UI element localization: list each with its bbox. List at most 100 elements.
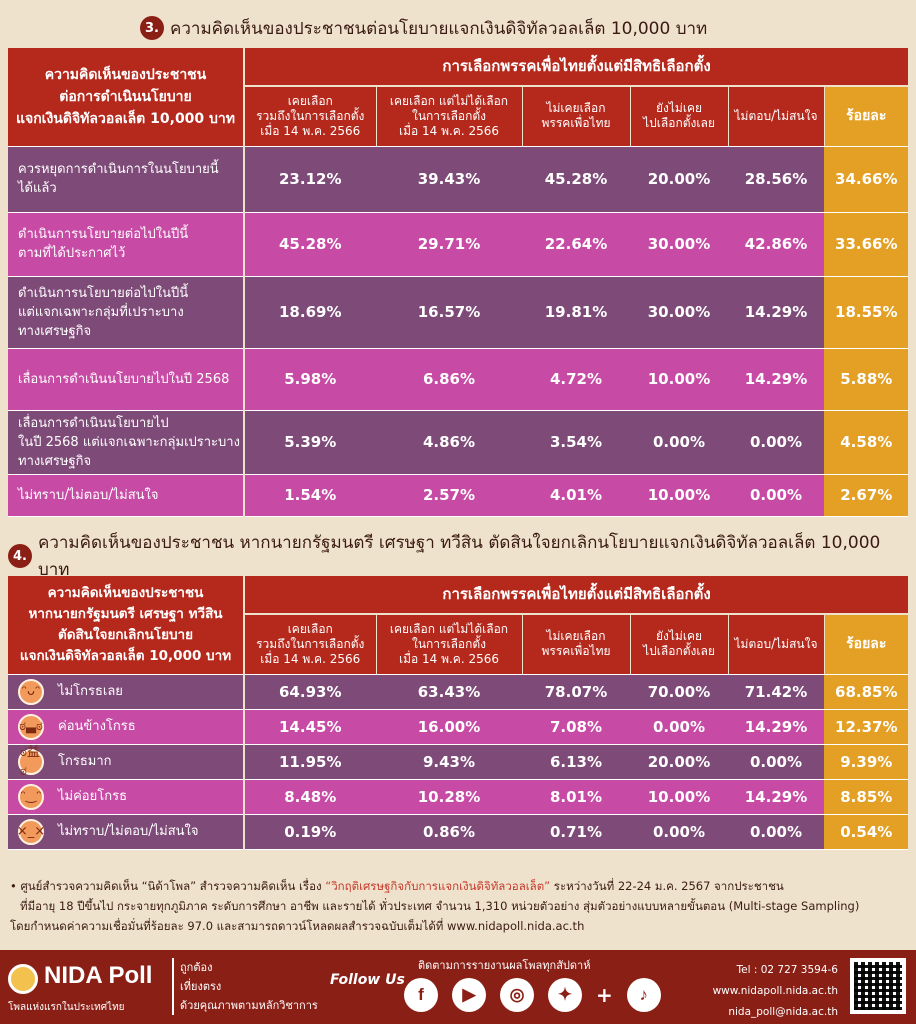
value-cell: 0.00%: [728, 410, 824, 475]
footnote-text: ศูนย์สำรวจความคิดเห็น “นิด้าโพล” สำรวจคว…: [20, 879, 326, 893]
column-header-line: รวมถึงในการเลือกตั้ง: [256, 108, 365, 123]
value-cell: 4.72%: [522, 348, 630, 411]
column-header-line: เมื่อ 14 พ.ค. 2566: [398, 123, 500, 138]
row-label-text: ค่อนข้างโกรธ: [58, 719, 136, 734]
column-header: ยังไม่เคย ไปเลือกตั้งเลย: [630, 614, 729, 675]
percent-cell: 12.37%: [824, 709, 909, 745]
footnote: • ศูนย์สำรวจความคิดเห็น “นิด้าโพล” สำรวจ…: [10, 876, 906, 936]
column-header-line: เคยเลือก: [287, 621, 333, 636]
column-header: ไม่เคยเลือก พรรคเพื่อไทย: [522, 86, 631, 147]
value-cell: 78.07%: [522, 674, 630, 710]
value-cell: 2.57%: [376, 474, 522, 517]
instagram-icon[interactable]: ◎: [500, 978, 534, 1012]
left-header-line: แจกเงินดิจิทัลวอลเล็ต 10,000 บาท: [15, 110, 236, 127]
value-cell: 30.00%: [630, 212, 728, 277]
value-cell: 10.28%: [376, 779, 522, 815]
section3-title: ความคิดเห็นของประชาชนต่อนโยบายแจกเงินดิจ…: [170, 18, 708, 39]
angry-fire-face-icon: ಠ益ಠ: [18, 745, 44, 779]
slogan-line: ถูกต้อง: [180, 961, 213, 974]
percent-column-header: ร้อยละ: [824, 614, 909, 675]
footnote-line-3: โดยกำหนดค่าความเชื่อมั่นที่ร้อยละ 97.0 แ…: [10, 919, 585, 933]
twitter-icon[interactable]: ✦: [548, 978, 582, 1012]
plus-sign: +: [596, 983, 613, 1007]
value-cell: 30.00%: [630, 276, 728, 349]
row-label-content: ಠ▃ಠ ค่อนข้างโกรธ: [18, 713, 243, 740]
slogan: ถูกต้อง เที่ยงตรง ด้วยคุณภาพตามหลักวิชาก…: [172, 958, 318, 1015]
column-header-line: ไม่เคยเลือก: [546, 101, 606, 116]
table-row: ಠ▃ಠ ค่อนข้างโกรธ 14.45% 16.00% 7.08% 0.00% 14.…: [8, 709, 909, 745]
column-header-line: ไม่เคยเลือก: [546, 629, 606, 644]
qr-code[interactable]: [850, 958, 906, 1014]
column-header-line: ไม่ตอบ/ไม่สนใจ: [734, 636, 818, 651]
phone-number[interactable]: Tel : 02 727 3594-6: [736, 964, 839, 976]
left-header-line: ต่อการดำเนินนโยบาย: [59, 88, 192, 105]
tiktok-icon[interactable]: ♪: [626, 978, 661, 1012]
left-header-line: หากนายกรัฐมนตรี เศรษฐา ทวีสิน: [28, 605, 223, 622]
column-header: เคยเลือก แต่ไม่ได้เลือก ในการเลือกตั้ง เมื…: [376, 86, 523, 147]
section4-title-bar: 4. ความคิดเห็นของประชาชน หากนายกรัฐมนตรี…: [0, 533, 916, 580]
row-label-text: ไม่ค่อยโกรธ: [58, 789, 127, 804]
value-cell: 45.28%: [244, 212, 376, 277]
youtube-icon[interactable]: ▶: [452, 978, 486, 1012]
value-cell: 0.00%: [728, 474, 824, 517]
table-row: ᵔ‿ᵔ ไม่ค่อยโกรธ 8.48% 10.28% 8.01% 10.00% 14.2…: [8, 779, 909, 815]
value-cell: 20.00%: [630, 146, 728, 213]
percent-cell: 68.85%: [824, 674, 909, 710]
footnote-line-1: • ศูนย์สำรวจความคิดเห็น “นิด้าโพล” สำรวจ…: [10, 876, 906, 896]
value-cell: 10.00%: [630, 348, 728, 411]
row-label-content: ᵔ‿ᵔ ไม่ค่อยโกรธ: [18, 783, 243, 810]
follow-heading: ติดตามการรายงานผลโพลทุกสัปดาห์: [418, 959, 591, 972]
section3-group-header: การเลือกพรรคเพื่อไทยตั้งแต่มีสิทธิเลือกต…: [244, 48, 909, 87]
row-label-text: ไม่ทราบ/ไม่ตอบ/ไม่สนใจ: [58, 824, 199, 839]
column-header-line: ยังไม่เคย: [656, 629, 702, 644]
email-link[interactable]: nida_poll@nida.ac.th: [728, 1006, 838, 1018]
value-cell: 70.00%: [630, 674, 728, 710]
nida-poll-logo[interactable]: NIDA Poll โพลแห่งแรกในประเทศไทย: [6, 960, 156, 1016]
value-cell: 23.12%: [244, 146, 376, 213]
row-label: ಠ益ಠ โกรธมาก: [8, 744, 245, 780]
value-cell: 20.00%: [630, 744, 728, 780]
value-cell: 14.29%: [728, 276, 824, 349]
percent-cell: 5.88%: [824, 348, 909, 411]
footnote-bullet: •: [10, 879, 17, 893]
value-cell: 16.00%: [376, 709, 522, 745]
value-cell: 0.86%: [376, 814, 522, 850]
value-cell: 8.01%: [522, 779, 630, 815]
percent-cell: 33.66%: [824, 212, 909, 277]
column-header-line: เมื่อ 14 พ.ค. 2566: [398, 651, 500, 666]
value-cell: 10.00%: [630, 474, 728, 517]
value-cell: 5.98%: [244, 348, 376, 411]
column-header: ไม่ตอบ/ไม่สนใจ: [728, 86, 825, 147]
row-label: ಠ▃ಠ ค่อนข้างโกรธ: [8, 709, 245, 745]
section4-left-header: ความคิดเห็นของประชาชน หากนายกรัฐมนตรี เศ…: [8, 576, 245, 675]
row-label-line: เลื่อนการดำเนินนโยบายไปในปี 2568: [18, 371, 230, 387]
table-row: เลื่อนการดำเนินนโยบายไป ในปี 2568 แต่แจกเ…: [8, 410, 909, 475]
value-cell: 6.86%: [376, 348, 522, 411]
value-cell: 7.08%: [522, 709, 630, 745]
row-label-content: ಠ益ಠ โกรธมาก: [18, 745, 243, 779]
column-header: เคยเลือก รวมถึงในการเลือกตั้ง เมื่อ 14 พ.ค…: [244, 86, 377, 147]
row-label-content: ᵔᴗᵔ ไม่โกรธเลย: [18, 678, 243, 705]
row-label-text: โกรธมาก: [58, 754, 112, 769]
row-label-line: ทางเศรษฐกิจ: [18, 453, 92, 469]
website-link[interactable]: www.nidapoll.nida.ac.th: [712, 985, 838, 997]
value-cell: 28.56%: [728, 146, 824, 213]
row-label: ดำเนินการนโยบายต่อไปในปีนี้ ตามที่ได้ประก…: [8, 212, 245, 277]
column-header: ไม่เคยเลือก พรรคเพื่อไทย: [522, 614, 631, 675]
section4-title: ความคิดเห็นของประชาชน หากนายกรัฐมนตรี เศ…: [37, 533, 881, 580]
row-label: ᵔᴗᵔ ไม่โกรธเลย: [8, 674, 245, 710]
row-label: ᵔ‿ᵔ ไม่ค่อยโกรธ: [8, 779, 245, 815]
column-header-line: เคยเลือก แต่ไม่ได้เลือก: [389, 621, 509, 636]
column-header-line: เมื่อ 14 พ.ค. 2566: [260, 123, 361, 138]
table-row: เลื่อนการดำเนินนโยบายไปในปี 2568 5.98% 6.8…: [8, 348, 909, 411]
value-cell: 0.00%: [728, 814, 824, 850]
section3-table: ความคิดเห็นของประชาชน ต่อการดำเนินนโยบาย…: [8, 48, 909, 517]
logo-text: NIDA Poll: [44, 962, 153, 989]
row-label-line: ทางเศรษฐกิจ: [18, 323, 92, 339]
column-header-line: ยังไม่เคย: [656, 101, 702, 116]
facebook-icon[interactable]: f: [404, 978, 438, 1012]
table-row: ×_× ไม่ทราบ/ไม่ตอบ/ไม่สนใจ 0.19% 0.86% 0.71%…: [8, 814, 909, 850]
row-label-line: ไม่ทราบ/ไม่ตอบ/ไม่สนใจ: [18, 487, 159, 503]
percent-cell: 9.39%: [824, 744, 909, 780]
